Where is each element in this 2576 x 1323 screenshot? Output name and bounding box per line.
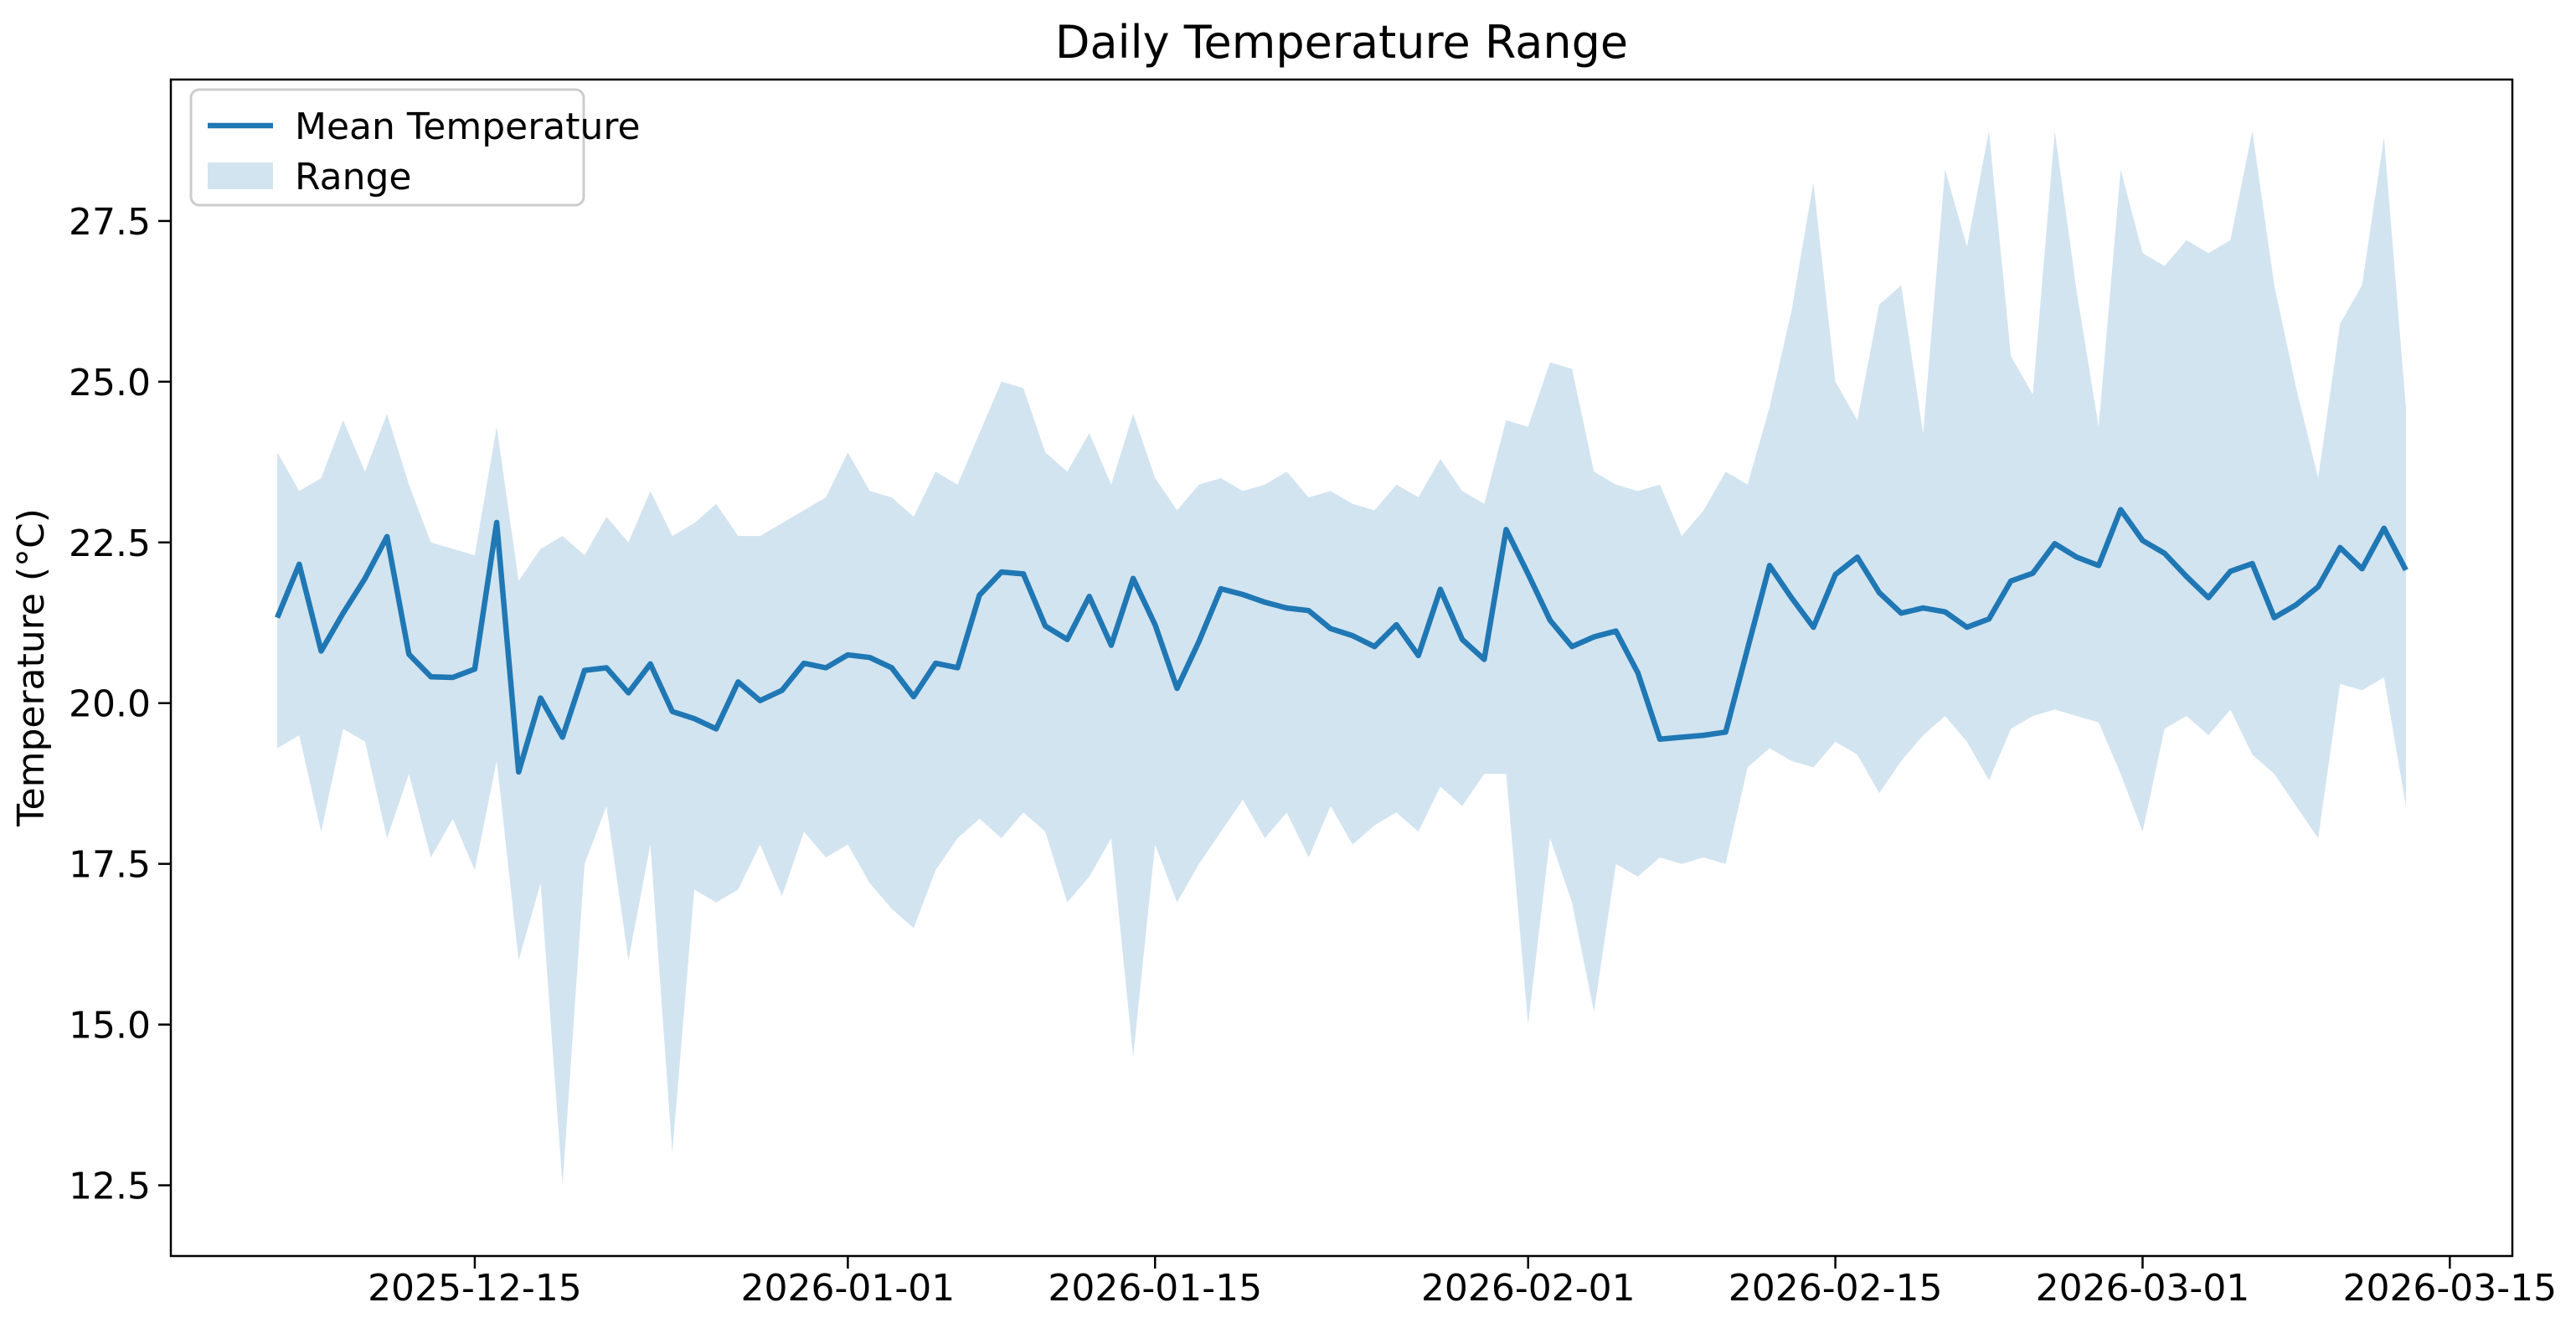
x-tick-label: 2025-12-15 <box>368 1267 582 1310</box>
y-tick-label: 25.0 <box>69 362 151 404</box>
axes-spines <box>169 78 2514 1258</box>
y-axis-label: Temperature (°C) <box>10 508 53 827</box>
x-tick-label: 2026-01-15 <box>1048 1267 1262 1310</box>
x-tick-label: 2026-03-01 <box>2036 1267 2250 1310</box>
legend: Mean Temperature Range <box>189 88 641 207</box>
mean-line-group <box>275 507 2409 775</box>
y-tick-label: 20.0 <box>69 683 151 726</box>
y-tick-label: 12.5 <box>69 1166 151 1208</box>
range-band-group <box>277 131 2406 1186</box>
y-tick-label: 27.5 <box>69 201 151 244</box>
legend-patch-swatch <box>208 162 273 189</box>
x-tick-label: 2026-02-01 <box>1421 1267 1636 1310</box>
x-tick-label: 2026-01-01 <box>741 1267 956 1310</box>
y-tick-label: 17.5 <box>69 844 151 887</box>
x-axis-ticks: 2025-12-15 2026-01-01 2026-01-15 2026-02-01… <box>368 1256 2557 1310</box>
legend-label-range: Range <box>295 156 411 198</box>
legend-label-mean: Mean Temperature <box>295 106 641 148</box>
range-band-area <box>277 131 2406 1186</box>
y-axis-ticks: 12.5 15.0 17.5 20.0 22.5 25.0 27.5 <box>69 201 171 1208</box>
x-tick-label: 2026-03-15 <box>2342 1267 2557 1310</box>
mean-temperature-line <box>275 507 2409 775</box>
x-tick-label: 2026-02-15 <box>1728 1267 1943 1310</box>
legend-box <box>189 88 585 207</box>
y-tick-label: 22.5 <box>69 523 151 565</box>
chart-title: Daily Temperature Range <box>1055 16 1628 69</box>
y-tick-label: 15.0 <box>69 1005 151 1048</box>
